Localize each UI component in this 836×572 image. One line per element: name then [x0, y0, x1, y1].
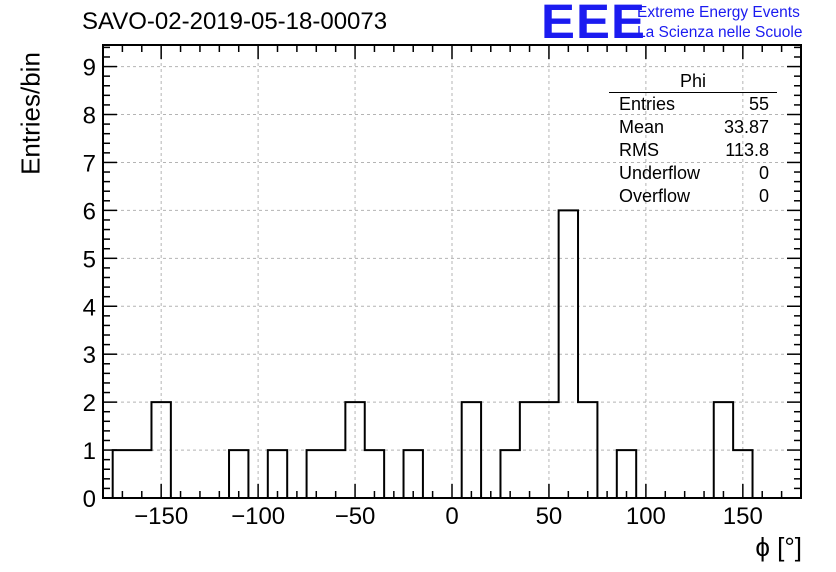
- stats-value: 33.87: [723, 117, 769, 137]
- stats-row-mean: Mean 33.87: [609, 116, 777, 139]
- axis-ticks: [102, 45, 802, 499]
- x-tick-label: −100: [231, 503, 285, 530]
- x-tick-label: 50: [536, 503, 563, 530]
- stats-label: Overflow: [619, 186, 691, 206]
- y-tick-label: 5: [83, 246, 96, 273]
- y-tick-label: 0: [83, 486, 96, 513]
- x-tick-label: 100: [626, 503, 666, 530]
- stats-label: Underflow: [619, 163, 701, 183]
- logo-line-1: Extreme Energy Events: [637, 4, 800, 21]
- y-tick-label: 7: [83, 150, 96, 177]
- stats-row-underflow: Underflow 0: [609, 162, 777, 185]
- stats-label: RMS: [619, 140, 659, 160]
- eee-logo: EEE: [541, 0, 646, 49]
- stats-value: 113.8: [725, 140, 769, 160]
- x-tick-label: −150: [134, 503, 188, 530]
- x-tick-label: 0: [445, 503, 458, 530]
- y-tick-label: 6: [83, 198, 96, 225]
- y-tick-label: 8: [83, 103, 96, 130]
- stats-value: 0: [758, 186, 769, 206]
- stats-row-rms: RMS 113.8: [609, 139, 777, 162]
- grid-lines: [103, 45, 801, 498]
- x-tick-label: −50: [335, 503, 376, 530]
- stats-label: Entries: [619, 94, 676, 114]
- y-tick-label: 1: [83, 438, 96, 465]
- stats-value: 0: [758, 163, 769, 183]
- stats-box: Phi Entries 55 Mean 33.87 RMS 113.8 Underfl…: [609, 70, 777, 208]
- y-tick-label: 4: [83, 294, 96, 321]
- x-axis-label: ϕ [°]: [755, 532, 802, 562]
- x-tick-label: 150: [723, 503, 763, 530]
- chart-title: SAVO-02-2019-05-18-00073: [82, 8, 388, 35]
- y-tick-label: 3: [83, 342, 96, 369]
- axis-tick-labels: −150 −100 −50 0 50 100 150 0 1 2 3 4 5 6 7 8 9: [83, 55, 763, 530]
- y-tick-label: 2: [83, 390, 96, 417]
- y-tick-label: 9: [83, 55, 96, 82]
- stats-title: Phi: [609, 70, 777, 93]
- logo-line-2: La Scienza nelle Scuole: [637, 24, 803, 41]
- logo-caption: Extreme Energy Events La Scienza nelle S…: [637, 3, 802, 43]
- stats-row-overflow: Overflow 0: [609, 185, 777, 208]
- stats-value: 55: [748, 94, 769, 114]
- stats-row-entries: Entries 55: [609, 93, 777, 116]
- y-axis-label: Entries/bin: [15, 52, 46, 175]
- stats-label: Mean: [619, 117, 665, 137]
